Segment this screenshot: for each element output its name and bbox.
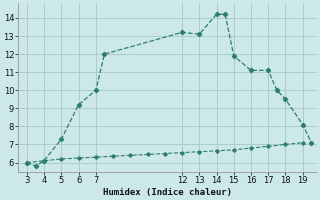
- X-axis label: Humidex (Indice chaleur): Humidex (Indice chaleur): [103, 188, 232, 197]
